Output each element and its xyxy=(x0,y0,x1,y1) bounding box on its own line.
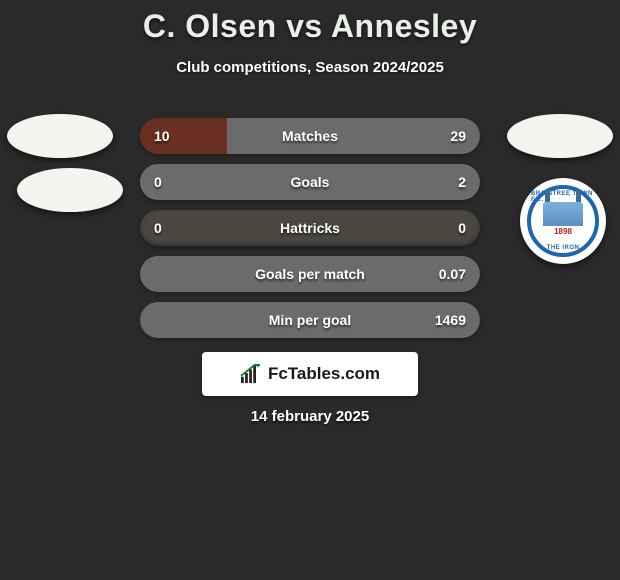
stat-label: Min per goal xyxy=(269,312,351,328)
player1-club-avatar xyxy=(17,168,123,212)
player2-avatar xyxy=(507,114,613,158)
player1-avatar xyxy=(7,114,113,158)
stat-label: Goals per match xyxy=(255,266,365,282)
stat-row: Goals per match 0.07 xyxy=(140,256,480,292)
player2-club-badge: BRAINTREE TOWN F.C. 1898 THE IRON xyxy=(520,178,606,264)
brand-card: FcTables.com xyxy=(202,352,418,396)
stat-fill-right xyxy=(227,118,480,154)
date-label: 14 february 2025 xyxy=(251,408,369,425)
stat-row: 10 Matches 29 xyxy=(140,118,480,154)
page-title: C. Olsen vs Annesley xyxy=(0,0,620,45)
stat-value-right: 0.07 xyxy=(439,266,466,282)
badge-bottom-text: THE IRON xyxy=(547,245,580,251)
stat-value-left: 10 xyxy=(154,128,170,144)
subtitle: Club competitions, Season 2024/2025 xyxy=(0,59,620,76)
stat-row: 0 Hattricks 0 xyxy=(140,210,480,246)
stat-value-left: 0 xyxy=(154,174,162,190)
badge-year: 1898 xyxy=(552,227,574,236)
stat-rows: 10 Matches 29 0 Goals 2 0 Hattricks 0 Goals per m… xyxy=(140,118,480,348)
stat-value-right: 1469 xyxy=(435,312,466,328)
stat-row: Min per goal 1469 xyxy=(140,302,480,338)
stat-row: 0 Goals 2 xyxy=(140,164,480,200)
stat-value-right: 29 xyxy=(450,128,466,144)
brand-icon xyxy=(240,364,262,384)
stat-value-right: 0 xyxy=(458,220,466,236)
stat-value-right: 2 xyxy=(458,174,466,190)
stat-label: Goals xyxy=(291,174,330,190)
stat-label: Matches xyxy=(282,128,338,144)
stat-label: Hattricks xyxy=(280,220,340,236)
brand-text: FcTables.com xyxy=(268,364,380,384)
stat-value-left: 0 xyxy=(154,220,162,236)
